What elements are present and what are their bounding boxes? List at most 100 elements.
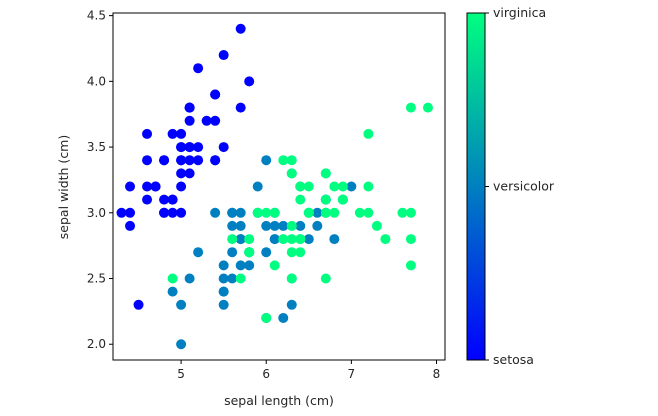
x-axis-label: sepal length (cm) (224, 393, 334, 408)
data-point (227, 247, 238, 258)
colorbar-tick-label: virginica (493, 5, 546, 20)
data-point (184, 155, 195, 166)
data-point (261, 207, 272, 218)
data-point (176, 339, 187, 350)
y-axis-ticks: 2.0 2.5 3.0 3.5 4.0 4.5 (87, 9, 113, 351)
data-point (422, 102, 433, 113)
data-point (295, 181, 306, 192)
x-tick-label: 7 (348, 367, 356, 381)
data-point (286, 247, 297, 258)
data-point (218, 286, 229, 297)
data-point (329, 207, 340, 218)
data-point (167, 128, 178, 139)
data-point (363, 181, 374, 192)
data-point (159, 194, 170, 205)
data-point (176, 207, 187, 218)
data-point (354, 207, 365, 218)
data-point (244, 234, 255, 245)
data-point (218, 299, 229, 310)
data-point (133, 299, 144, 310)
data-point (167, 273, 178, 284)
data-point (218, 260, 229, 271)
data-point (295, 220, 306, 231)
data-point (167, 286, 178, 297)
data-point (269, 207, 280, 218)
x-tick-label: 5 (177, 367, 185, 381)
y-tick-label: 4.0 (87, 74, 106, 88)
y-axis-label: sepal width (cm) (56, 135, 71, 239)
y-tick-label: 3.5 (87, 140, 106, 154)
data-point (218, 142, 229, 153)
data-point (227, 207, 238, 218)
data-point (295, 247, 306, 258)
data-point (346, 181, 357, 192)
data-point (235, 273, 246, 284)
data-point (193, 155, 204, 166)
data-point (405, 260, 416, 271)
data-point (142, 128, 153, 139)
data-point (286, 234, 297, 245)
data-point (184, 102, 195, 113)
data-point (125, 207, 136, 218)
data-point (193, 142, 204, 153)
data-point (295, 234, 306, 245)
data-point (244, 260, 255, 271)
data-point (244, 247, 255, 258)
data-point (337, 181, 348, 192)
x-tick-label: 6 (262, 367, 270, 381)
axes-frame (112, 12, 446, 361)
data-point (269, 260, 280, 271)
data-point (142, 155, 153, 166)
data-point (142, 194, 153, 205)
data-point (218, 50, 229, 61)
y-tick-label: 2.5 (87, 272, 106, 286)
data-point (193, 63, 204, 74)
data-point (286, 273, 297, 284)
data-point (320, 168, 331, 179)
data-point (235, 207, 246, 218)
data-point (142, 181, 153, 192)
data-point (227, 234, 238, 245)
data-point (210, 115, 221, 126)
colorbar-gradient (467, 13, 485, 360)
data-point (176, 181, 187, 192)
data-point (235, 234, 246, 245)
y-tick-label: 3.0 (87, 206, 106, 220)
data-point (329, 234, 340, 245)
data-point (184, 142, 195, 153)
data-point (227, 273, 238, 284)
data-point (261, 312, 272, 323)
data-point (218, 273, 229, 284)
data-point (295, 194, 306, 205)
colorbar-tick-label: setosa (493, 352, 534, 367)
data-point (320, 194, 331, 205)
colorbar-tick-label: versicolor (493, 179, 555, 194)
data-point (184, 168, 195, 179)
data-point (278, 220, 289, 231)
data-point (303, 234, 314, 245)
data-point (286, 220, 297, 231)
data-point (235, 220, 246, 231)
data-point (252, 207, 263, 218)
colorbar-ticks: setosa versicolor virginica (485, 5, 555, 367)
data-point (261, 220, 272, 231)
data-point (363, 207, 374, 218)
data-point (150, 181, 161, 192)
data-point (278, 155, 289, 166)
data-point (210, 89, 221, 100)
data-point (227, 220, 238, 231)
data-point (125, 220, 136, 231)
data-point (371, 220, 382, 231)
data-point (244, 76, 255, 87)
data-point (278, 312, 289, 323)
y-tick-label: 2.0 (87, 337, 106, 351)
data-point (235, 102, 246, 113)
data-point (210, 207, 221, 218)
data-point (176, 168, 187, 179)
data-point (176, 299, 187, 310)
data-point (176, 142, 187, 153)
data-point (286, 299, 297, 310)
data-point (405, 207, 416, 218)
data-point (278, 234, 289, 245)
